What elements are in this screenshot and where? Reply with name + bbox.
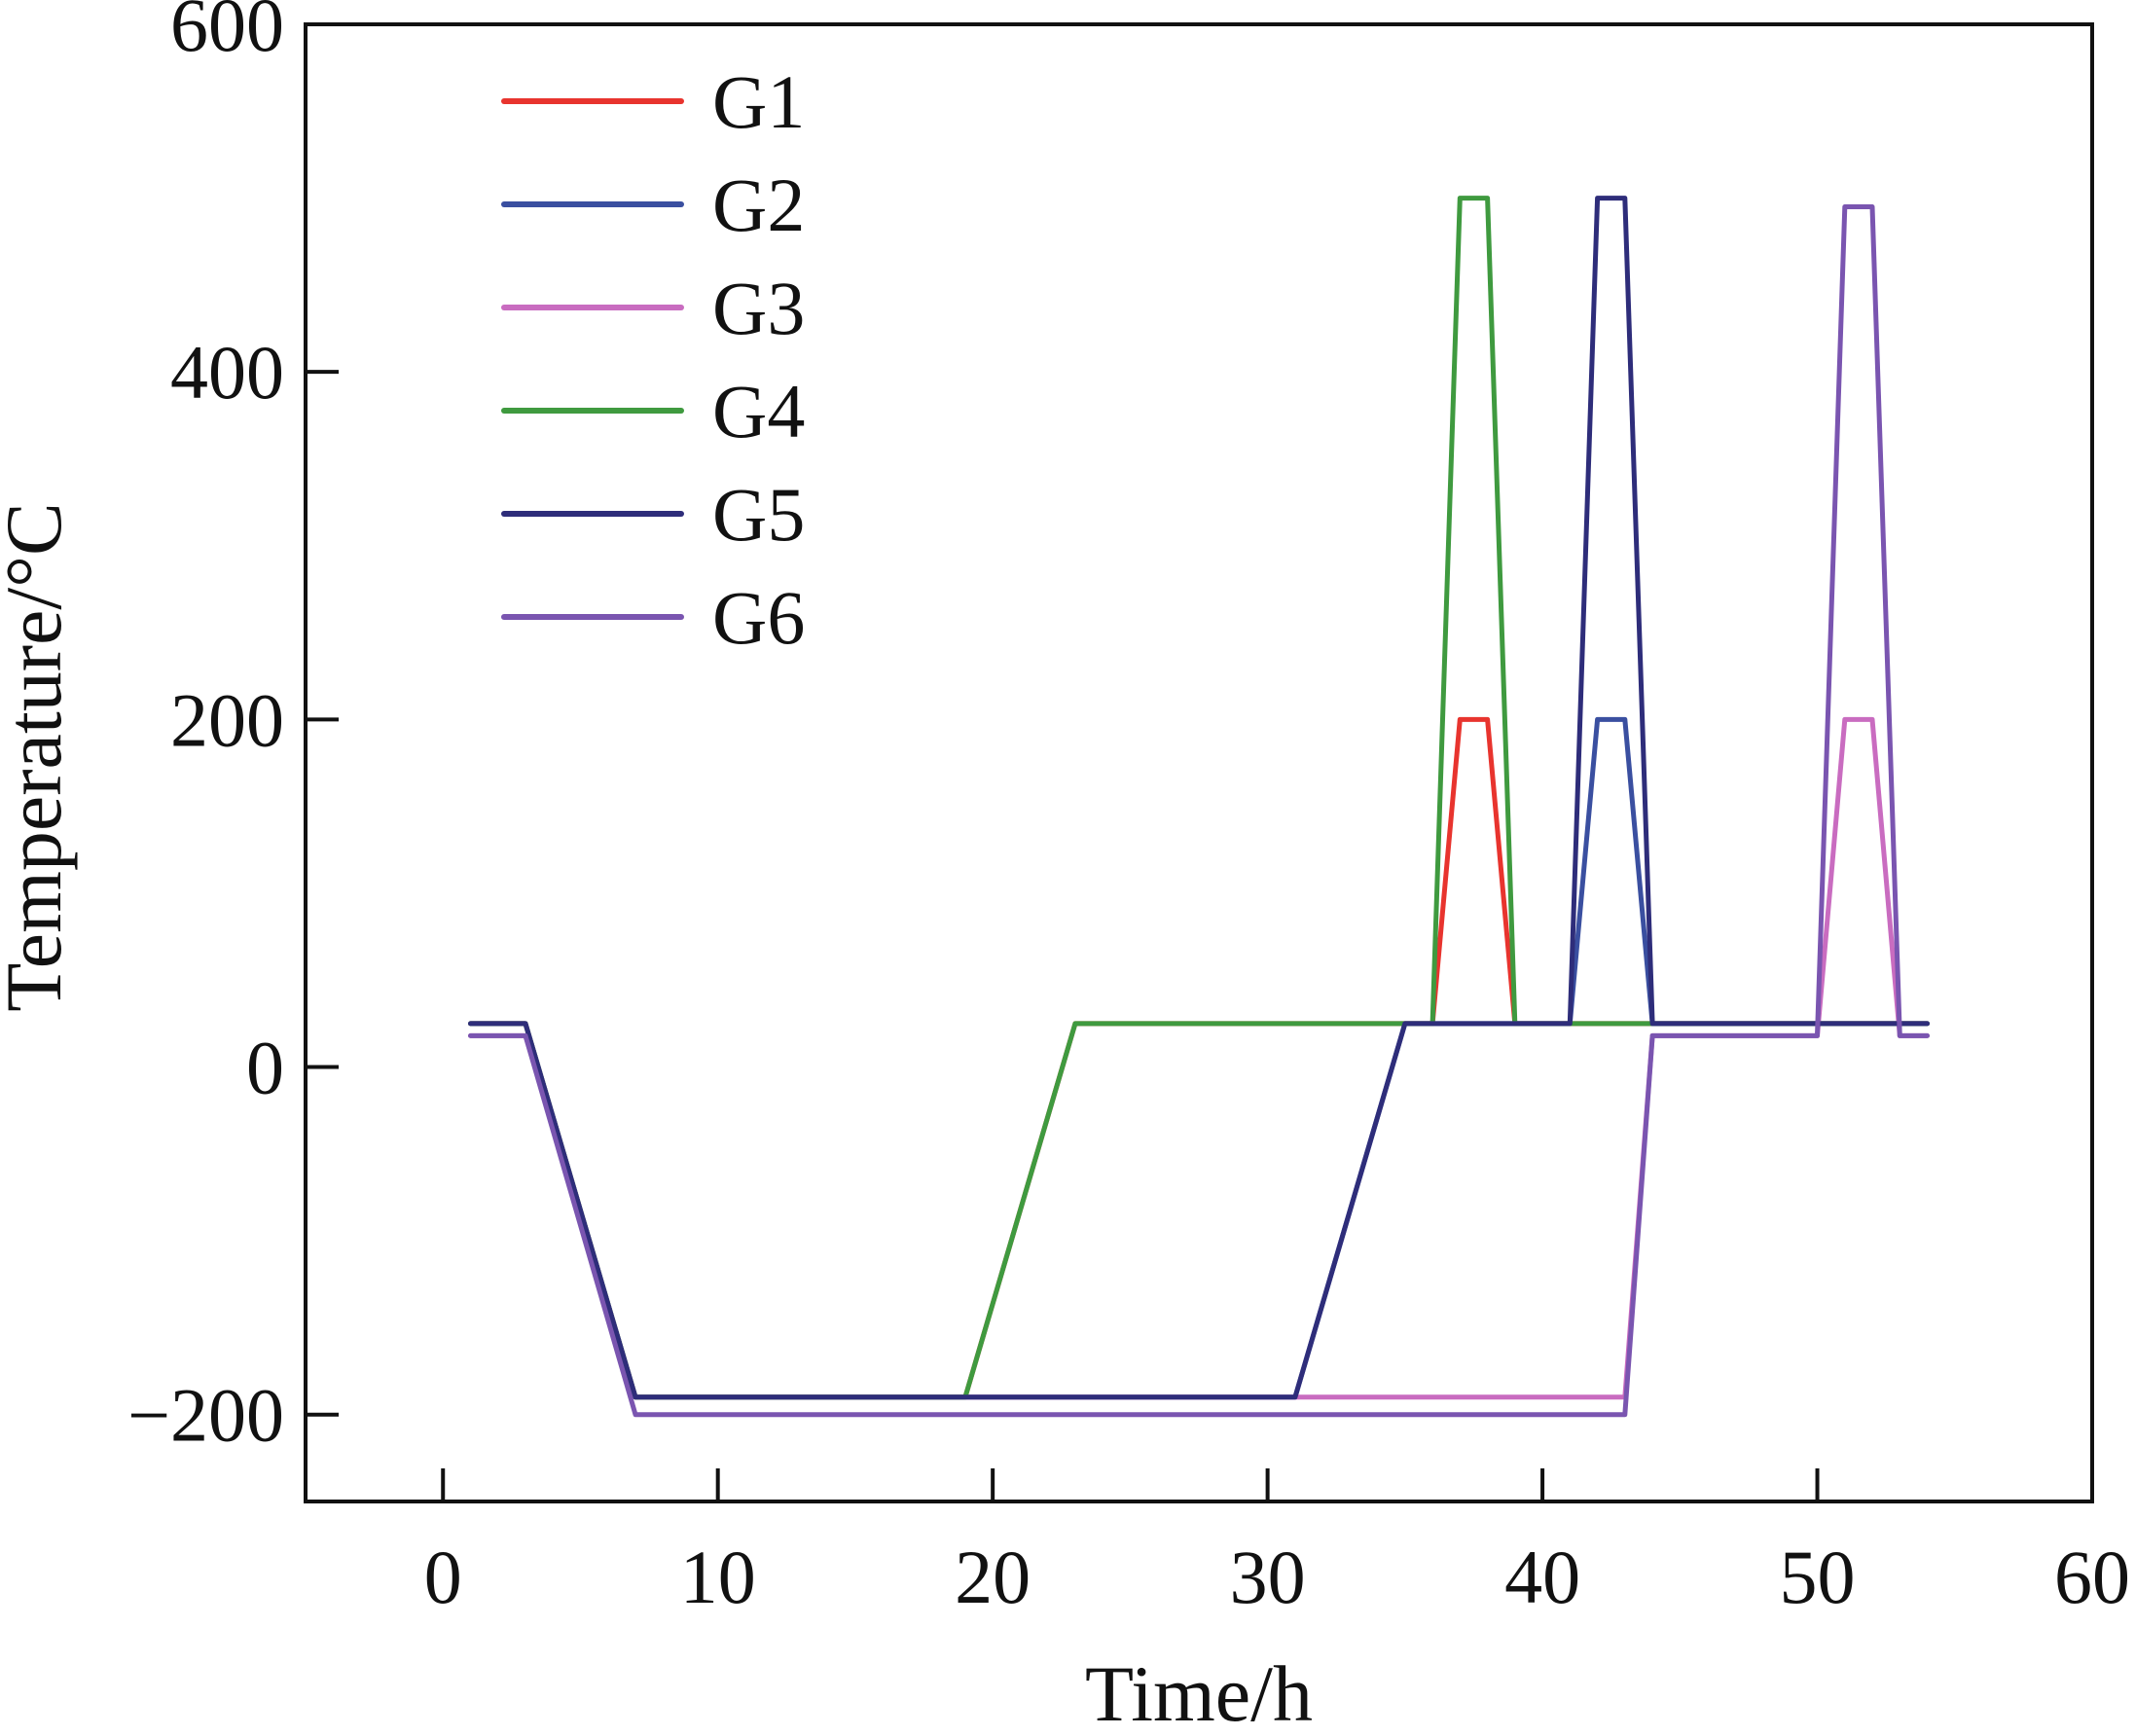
x-tick-label: 10 — [680, 1535, 756, 1619]
x-tick-label: 40 — [1504, 1535, 1580, 1619]
y-axis-title: Temperature/°C — [0, 502, 78, 1011]
series-layer — [468, 196, 1930, 1418]
y-axis-ticks: −200 0 200 400 600 — [127, 0, 339, 1458]
x-tick-label: 60 — [2054, 1535, 2130, 1619]
legend-label-g6: G6 — [712, 575, 805, 660]
y-tick-label: 600 — [170, 0, 284, 67]
legend-label-g1: G1 — [712, 59, 805, 144]
y-tick-label: −200 — [127, 1373, 284, 1458]
series-line-g3 — [468, 716, 1930, 1400]
legend-label-g4: G4 — [712, 369, 805, 453]
x-tick-label: 50 — [1780, 1535, 1856, 1619]
y-tick-label: 400 — [170, 330, 284, 415]
y-tick-label: 0 — [246, 1026, 284, 1110]
legend: G1 G2 G3 G4 G5 G6 — [501, 59, 805, 660]
x-tick-label: 20 — [955, 1535, 1031, 1619]
x-axis-ticks: 0 10 20 30 40 50 60 — [424, 1468, 2130, 1619]
legend-label-g3: G3 — [712, 266, 805, 350]
x-axis-title: Time/h — [1085, 1649, 1313, 1736]
series-line-g5 — [468, 196, 1930, 1400]
series-line-g4 — [468, 196, 1930, 1400]
series-line-g2 — [468, 716, 1930, 1400]
plot-frame — [304, 22, 2094, 1503]
series-line-g1 — [468, 716, 1930, 1400]
y-tick-label: 200 — [170, 677, 284, 762]
legend-label-g5: G5 — [712, 472, 805, 557]
x-tick-label: 30 — [1230, 1535, 1306, 1619]
series-line-g6 — [468, 204, 1930, 1418]
legend-label-g2: G2 — [712, 163, 805, 247]
x-tick-label: 0 — [424, 1535, 462, 1619]
